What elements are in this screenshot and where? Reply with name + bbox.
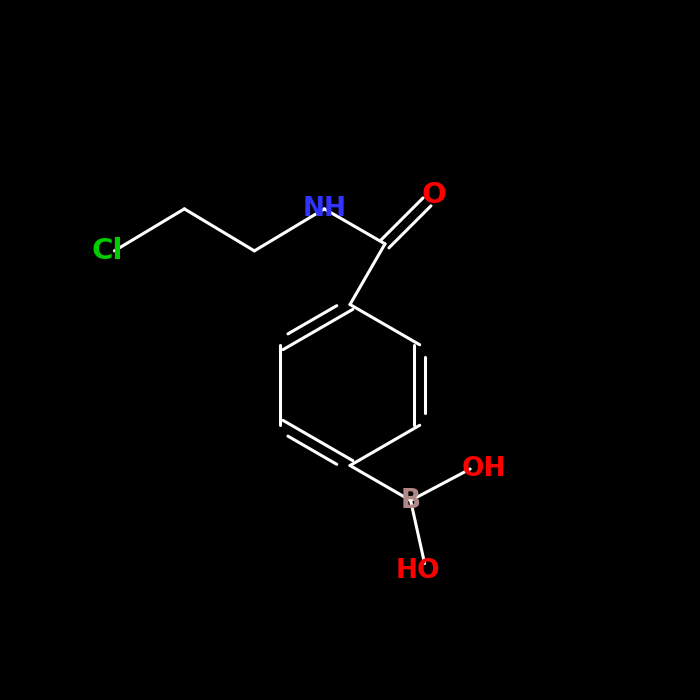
Text: B: B [400,487,421,514]
Text: NH: NH [302,196,346,222]
Text: O: O [421,181,447,209]
Text: OH: OH [462,456,506,482]
Text: HO: HO [395,557,440,584]
Text: Cl: Cl [92,237,123,265]
